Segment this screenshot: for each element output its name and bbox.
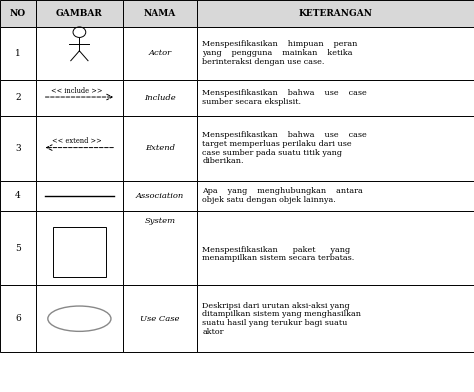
- Text: 1: 1: [15, 49, 21, 58]
- Text: sumber secara eksplisit.: sumber secara eksplisit.: [202, 98, 301, 106]
- Bar: [197, 80, 474, 116]
- Bar: [0, 0, 36, 27]
- Bar: [36, 116, 123, 181]
- Text: Include: Include: [144, 94, 176, 102]
- Bar: [123, 116, 197, 181]
- Text: Actor: Actor: [148, 49, 172, 57]
- Bar: [53, 227, 106, 278]
- Text: berinteraksi dengan use case.: berinteraksi dengan use case.: [202, 58, 325, 66]
- Bar: [197, 116, 474, 181]
- Text: << extend >>: << extend >>: [52, 137, 102, 145]
- Text: << include >>: << include >>: [51, 87, 103, 95]
- Bar: [123, 181, 197, 211]
- Bar: [197, 285, 474, 352]
- Text: Apa    yang    menghubungkan    antara: Apa yang menghubungkan antara: [202, 187, 363, 196]
- Bar: [36, 0, 123, 27]
- Bar: [123, 211, 197, 285]
- Text: 2: 2: [15, 93, 20, 102]
- Bar: [197, 0, 474, 27]
- Bar: [0, 116, 36, 181]
- Bar: [36, 285, 123, 352]
- Text: Deskripsi dari urutan aksi-aksi yang: Deskripsi dari urutan aksi-aksi yang: [202, 302, 350, 310]
- Bar: [123, 285, 197, 352]
- Text: Menspesifikasikan    himpuan    peran: Menspesifikasikan himpuan peran: [202, 40, 358, 49]
- Text: KETERANGAN: KETERANGAN: [298, 9, 373, 18]
- Text: Extend: Extend: [145, 144, 175, 152]
- Text: target memperluas perilaku dari use: target memperluas perilaku dari use: [202, 140, 352, 148]
- Text: ditampilkan sistem yang menghasilkan: ditampilkan sistem yang menghasilkan: [202, 310, 361, 318]
- Text: GAMBAR: GAMBAR: [56, 9, 103, 18]
- Bar: [36, 211, 123, 285]
- Text: 5: 5: [15, 244, 21, 252]
- Text: System: System: [145, 217, 175, 225]
- Bar: [36, 181, 123, 211]
- Bar: [197, 27, 474, 80]
- Bar: [36, 80, 123, 116]
- Text: 3: 3: [15, 144, 20, 153]
- Text: objek satu dengan objek lainnya.: objek satu dengan objek lainnya.: [202, 196, 336, 204]
- Text: menampilkan sistem secara terbatas.: menampilkan sistem secara terbatas.: [202, 254, 355, 262]
- Text: Menspesifikasikan      paket      yang: Menspesifikasikan paket yang: [202, 246, 350, 254]
- Text: 6: 6: [15, 314, 21, 323]
- Text: Menspesifikasikan    bahwa    use    case: Menspesifikasikan bahwa use case: [202, 131, 367, 140]
- Bar: [0, 181, 36, 211]
- Bar: [123, 0, 197, 27]
- Bar: [123, 80, 197, 116]
- Text: Menspesifikasikan    bahwa    use    case: Menspesifikasikan bahwa use case: [202, 89, 367, 98]
- Bar: [0, 211, 36, 285]
- Text: yang    pengguna    mainkan    ketika: yang pengguna mainkan ketika: [202, 49, 353, 57]
- Text: NAMA: NAMA: [144, 9, 176, 18]
- Bar: [0, 80, 36, 116]
- Bar: [197, 181, 474, 211]
- Text: 4: 4: [15, 191, 21, 200]
- Text: Association: Association: [136, 192, 184, 200]
- Bar: [197, 211, 474, 285]
- Bar: [36, 27, 123, 80]
- Bar: [0, 285, 36, 352]
- Text: diberikan.: diberikan.: [202, 157, 244, 165]
- Text: suatu hasil yang terukur bagi suatu: suatu hasil yang terukur bagi suatu: [202, 319, 348, 327]
- Text: Use Case: Use Case: [140, 315, 180, 323]
- Bar: [0, 27, 36, 80]
- Text: aktor: aktor: [202, 328, 224, 336]
- Bar: [123, 27, 197, 80]
- Text: NO: NO: [9, 9, 26, 18]
- Text: case sumber pada suatu titik yang: case sumber pada suatu titik yang: [202, 149, 342, 157]
